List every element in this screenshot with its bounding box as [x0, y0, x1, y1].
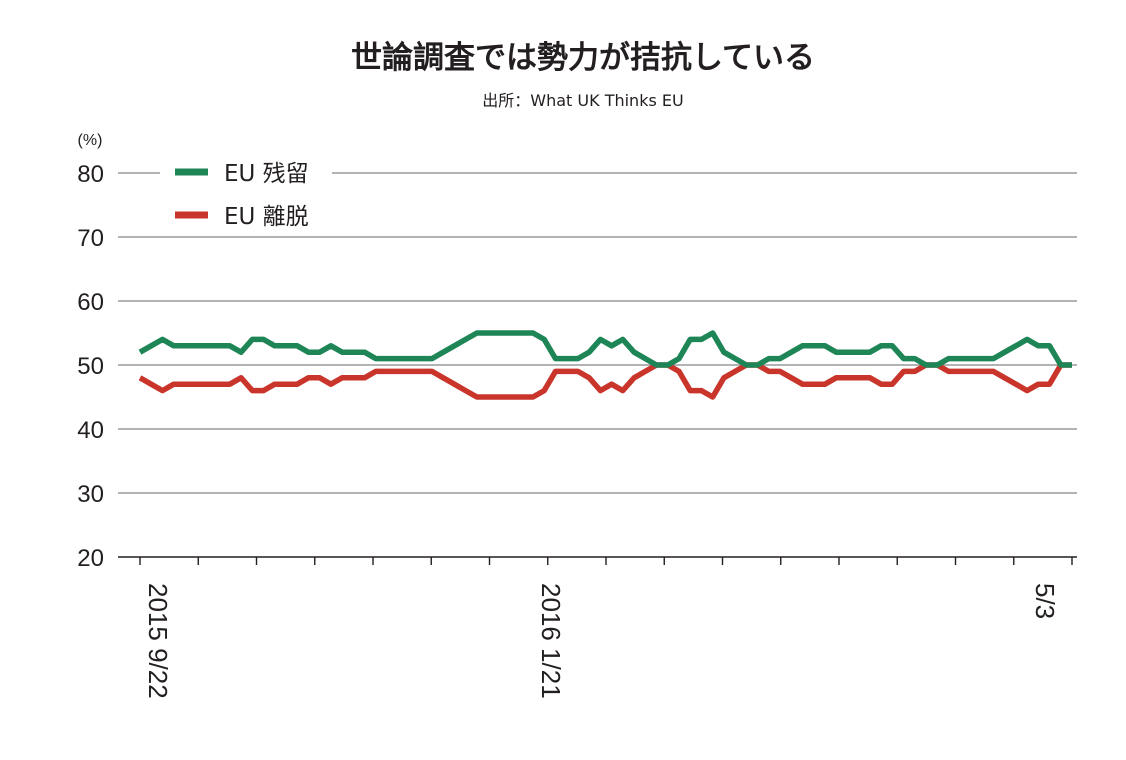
- y-axis-ticks: 80 70 60 50 40 30 20: [77, 161, 104, 572]
- legend-label-1: EU 離脱: [224, 204, 309, 230]
- chart-subtitle: 出所：What UK Thinks EU: [482, 91, 683, 110]
- y-tick-label: 20: [77, 545, 104, 572]
- y-tick-label: 40: [77, 417, 104, 444]
- series-line-0: [138, 330, 1072, 368]
- chart-title: 世論調査では勢力が拮抗している: [351, 40, 815, 76]
- y-tick-label: 60: [77, 289, 104, 316]
- legend: EU 残留 EU 離脱: [160, 150, 332, 235]
- x-tick-label: 5/3: [1030, 583, 1060, 619]
- y-tick-label: 30: [77, 481, 104, 508]
- legend-background: [160, 150, 332, 235]
- series-line-1: [138, 362, 1072, 400]
- x-axis: 2015 9/22 2016 1/21 5/3: [118, 556, 1077, 699]
- y-tick-label: 50: [77, 353, 104, 380]
- x-tick-label: 2016 1/21: [536, 583, 566, 699]
- legend-label-0: EU 残留: [224, 161, 309, 187]
- x-tick-label: 2015 9/22: [143, 583, 173, 699]
- gridlines: [118, 172, 1077, 494]
- y-tick-label: 80: [77, 161, 104, 188]
- y-axis-unit: (%): [78, 132, 103, 149]
- y-tick-label: 70: [77, 225, 104, 252]
- series-lines: [138, 330, 1072, 400]
